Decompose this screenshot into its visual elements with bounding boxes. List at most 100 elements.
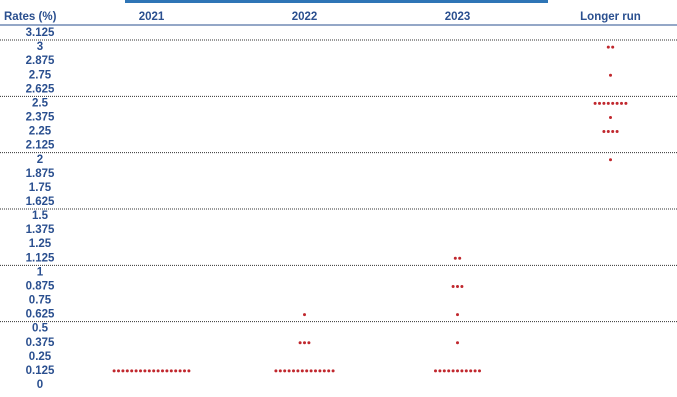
dot [298, 341, 302, 345]
dot [606, 101, 610, 105]
dot [456, 313, 459, 317]
dot [318, 369, 322, 373]
dot [303, 341, 306, 345]
dot [438, 369, 442, 373]
dot [112, 369, 116, 373]
dot [309, 369, 313, 373]
dot [469, 369, 473, 373]
dot [453, 256, 457, 260]
y-tick-label: 1.125 [26, 252, 55, 264]
y-tick-label: 1.75 [29, 182, 52, 194]
dot [458, 256, 462, 260]
y-tick-label: 0.375 [26, 337, 55, 349]
dot [464, 369, 468, 373]
dot [473, 369, 477, 373]
y-tick-label: 0.5 [32, 323, 49, 335]
dot [125, 369, 129, 373]
y-tick-label: 3.125 [26, 27, 55, 39]
y-tick-label: 1.25 [29, 238, 52, 250]
dot [156, 369, 160, 373]
dot [615, 101, 619, 105]
y-tick-label: 1.5 [32, 210, 49, 222]
y-tick-label: 2.125 [26, 140, 55, 152]
dot [305, 369, 309, 373]
dot [451, 284, 455, 288]
dot [606, 45, 610, 49]
dot [615, 130, 619, 134]
dot [121, 369, 125, 373]
dot [327, 369, 331, 373]
dot [278, 369, 282, 373]
column-header: 2022 [292, 11, 318, 23]
y-tick-label: 2.25 [29, 126, 52, 138]
dot [147, 369, 151, 373]
y-tick-label: 2.375 [26, 112, 55, 124]
y-tick-label: 0 [37, 379, 43, 391]
y-tick-label: 0.125 [26, 365, 55, 377]
dot [331, 369, 335, 373]
dot [609, 158, 612, 162]
y-tick-label: 2.875 [26, 55, 55, 67]
dot [139, 369, 142, 373]
y-tick-label: 1.875 [26, 168, 55, 180]
dot [303, 313, 306, 317]
dot [322, 369, 326, 373]
dot [152, 369, 156, 373]
dot [456, 369, 459, 373]
dot [134, 369, 138, 373]
dot [130, 369, 134, 373]
dot [283, 369, 287, 373]
dot [307, 341, 311, 345]
y-tick-label: 2.625 [26, 83, 55, 95]
y-tick-label: 0.625 [26, 309, 55, 321]
y-tick-label: 0.875 [26, 280, 55, 292]
column-header: 2021 [139, 11, 165, 23]
dot [611, 45, 615, 49]
dot [442, 369, 446, 373]
y-tick-label: 2.5 [32, 97, 49, 109]
dot [609, 115, 612, 119]
y-tick-label: 1 [37, 266, 44, 278]
y-tick-label: 3 [37, 41, 43, 53]
dot [274, 369, 278, 373]
dot [447, 369, 451, 373]
dot [165, 369, 169, 373]
dot [292, 369, 295, 373]
dot [434, 369, 437, 373]
dot [451, 369, 455, 373]
y-tick-label: 1.625 [26, 196, 55, 208]
dot [611, 130, 615, 134]
dot [183, 369, 186, 373]
dot [174, 369, 178, 373]
title-bar [125, 0, 548, 3]
dot [300, 369, 304, 373]
dot [478, 369, 481, 373]
y-tick-label: 1.375 [26, 224, 55, 236]
y-tick-label: 2 [37, 154, 43, 166]
dot [161, 369, 164, 373]
dot [602, 130, 606, 134]
dot [460, 284, 464, 288]
dot [456, 341, 459, 345]
dot [602, 101, 606, 105]
dot [606, 130, 610, 134]
dot [593, 101, 597, 105]
dot [169, 369, 173, 373]
y-axis-label: Rates (%) [4, 11, 57, 23]
y-tick-label: 0.75 [29, 295, 52, 307]
dot [609, 73, 612, 77]
dot [611, 101, 615, 105]
y-tick-label: 2.75 [29, 69, 52, 81]
column-header: Longer run [580, 11, 641, 23]
dot [296, 369, 300, 373]
dot [460, 369, 464, 373]
dot [143, 369, 147, 373]
column-header: 2023 [445, 11, 471, 23]
dot [314, 369, 317, 373]
dot [178, 369, 182, 373]
y-tick-label: 0.25 [29, 351, 52, 363]
dot [456, 284, 459, 288]
dot [598, 101, 601, 105]
dot [117, 369, 120, 373]
